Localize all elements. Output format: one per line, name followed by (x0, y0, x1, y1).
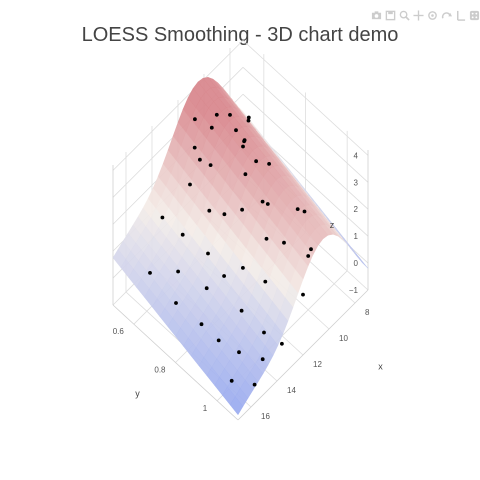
data-point (241, 144, 245, 149)
data-point (262, 330, 266, 335)
data-point (180, 232, 185, 237)
data-point (301, 292, 305, 297)
data-point (193, 117, 197, 122)
camera-icon[interactable] (370, 9, 382, 21)
data-point (260, 199, 265, 204)
pan-icon[interactable] (412, 9, 424, 21)
turntable-icon[interactable] (440, 9, 452, 21)
data-point (254, 159, 258, 164)
data-point (204, 286, 209, 291)
data-point (160, 215, 165, 220)
data-point (214, 112, 219, 117)
x-tick-label: 8 (365, 308, 370, 317)
data-point (246, 115, 251, 120)
z-tick-label: 0 (354, 259, 359, 268)
data-point (148, 271, 152, 275)
data-point (174, 301, 178, 305)
box-edge (237, 289, 369, 421)
z-tick-label: 4 (354, 151, 359, 160)
data-point (265, 202, 270, 206)
surface-patch (229, 396, 244, 416)
data-points (148, 112, 313, 387)
reset-camera-icon[interactable] (454, 9, 466, 21)
surface-patch (355, 253, 369, 269)
data-point (302, 209, 307, 214)
z-tick-label: 2 (354, 205, 359, 214)
data-point (263, 279, 268, 284)
data-point (208, 163, 213, 168)
z-tick-label: 3 (354, 178, 359, 187)
data-point (216, 338, 221, 343)
data-point (243, 172, 248, 177)
data-point (280, 341, 284, 346)
data-point (252, 382, 257, 387)
data-point (209, 125, 214, 130)
data-point (239, 308, 244, 313)
data-point (264, 236, 269, 241)
x-tick-label: 14 (287, 386, 296, 395)
data-point (199, 322, 204, 327)
data-point (207, 208, 212, 213)
data-point (198, 157, 202, 162)
surface-patch (339, 233, 353, 249)
x-tick-label: 10 (339, 334, 348, 343)
z-tick-label: −1 (349, 286, 359, 295)
data-point (222, 274, 227, 278)
z-tick-label: 1 (354, 232, 359, 241)
y-tick-label: 0.6 (113, 327, 125, 336)
data-point (176, 269, 181, 274)
data-point (234, 128, 238, 133)
wall-gridline (242, 67, 369, 183)
plotly-logo-icon[interactable] (468, 9, 480, 21)
x-tick-label: 16 (261, 412, 270, 421)
wall-gridline (242, 40, 369, 156)
y-tick-label: 0.8 (154, 366, 166, 375)
data-point (309, 247, 313, 252)
wall-gridline (242, 93, 369, 210)
y-tick-label: 1 (203, 404, 208, 413)
data-point (206, 251, 210, 256)
data-point (228, 113, 232, 117)
x-tick-label: 12 (313, 360, 322, 369)
z-axis-title: z (330, 220, 335, 230)
data-point (237, 350, 241, 355)
box-edge (112, 304, 239, 421)
data-point (295, 207, 300, 212)
data-point (260, 357, 265, 362)
data-point (229, 378, 234, 383)
y-axis-title: y (135, 389, 140, 399)
zoom-icon[interactable] (398, 9, 410, 21)
wall-gridline (112, 40, 244, 171)
save-icon[interactable] (384, 9, 396, 21)
data-point (222, 212, 227, 217)
loess-surface (112, 76, 369, 416)
data-point (246, 118, 251, 123)
data-point (240, 207, 245, 212)
data-point (188, 182, 192, 187)
data-point (242, 138, 247, 143)
orbit-icon[interactable] (426, 9, 438, 21)
surface-patch (347, 243, 361, 259)
data-point (192, 145, 197, 150)
data-point (306, 254, 311, 258)
x-axis-title: x (378, 362, 383, 372)
data-point (241, 266, 245, 270)
chart-title: LOESS Smoothing - 3D chart demo (81, 24, 399, 46)
data-point (267, 162, 271, 166)
data-point (282, 240, 286, 245)
modebar (370, 9, 480, 21)
